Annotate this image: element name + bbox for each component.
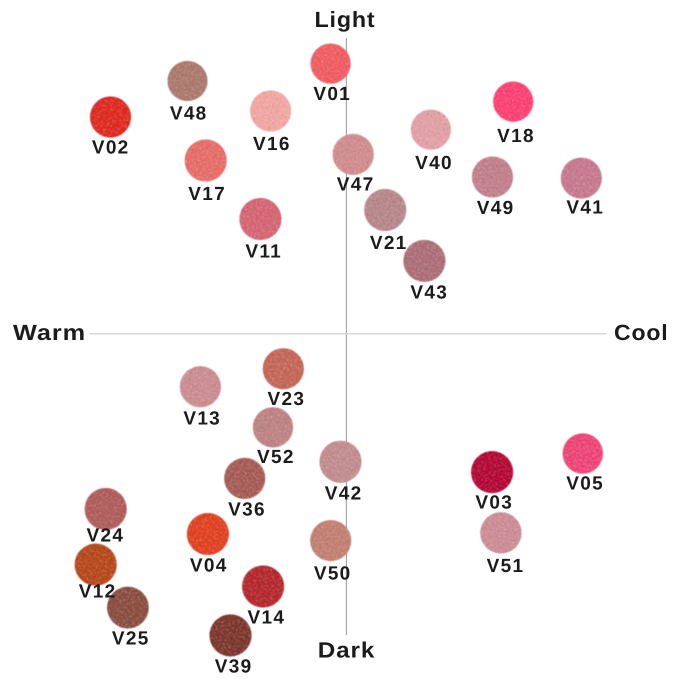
svg-text:V50: V50	[314, 564, 352, 585]
svg-text:V13: V13	[183, 409, 221, 430]
svg-text:V36: V36	[228, 500, 266, 521]
svg-text:V04: V04	[190, 556, 228, 577]
svg-text:V40: V40	[415, 153, 453, 174]
svg-text:V42: V42	[325, 484, 363, 505]
svg-text:V02: V02	[92, 138, 130, 159]
svg-text:Cool: Cool	[614, 320, 669, 345]
svg-text:V17: V17	[188, 184, 226, 205]
svg-text:V48: V48	[170, 104, 208, 125]
svg-text:V01: V01	[313, 84, 351, 105]
svg-text:V25: V25	[112, 629, 150, 650]
svg-text:V11: V11	[245, 242, 282, 263]
svg-text:V05: V05	[566, 474, 604, 495]
svg-text:V23: V23	[268, 389, 306, 410]
svg-text:V24: V24	[87, 526, 125, 547]
svg-text:V49: V49	[477, 198, 515, 219]
svg-text:V47: V47	[337, 175, 375, 196]
svg-text:V51: V51	[487, 556, 525, 577]
svg-text:V52: V52	[257, 447, 295, 468]
svg-text:V21: V21	[370, 233, 408, 254]
svg-text:Warm: Warm	[13, 320, 86, 345]
svg-text:V39: V39	[215, 657, 253, 678]
svg-text:V14: V14	[248, 608, 286, 629]
svg-text:V43: V43	[410, 283, 448, 304]
svg-text:Dark: Dark	[318, 637, 376, 662]
svg-text:V16: V16	[253, 134, 291, 155]
svg-text:V12: V12	[79, 582, 117, 603]
svg-text:Light: Light	[315, 7, 376, 32]
svg-text:V41: V41	[566, 198, 604, 219]
svg-text:V18: V18	[497, 126, 535, 147]
svg-text:V03: V03	[475, 493, 513, 514]
